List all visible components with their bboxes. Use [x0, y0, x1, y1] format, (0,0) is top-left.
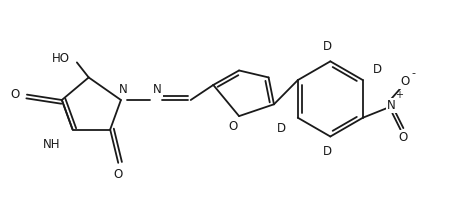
Text: O: O	[400, 75, 409, 88]
Text: +: +	[395, 90, 403, 100]
Text: -: -	[411, 68, 415, 78]
Text: O: O	[11, 88, 20, 101]
Text: O: O	[228, 120, 237, 133]
Text: N: N	[119, 83, 128, 96]
Text: O: O	[399, 131, 408, 144]
Text: NH: NH	[43, 138, 61, 151]
Text: D: D	[373, 63, 383, 76]
Text: HO: HO	[52, 52, 70, 65]
Text: N: N	[153, 83, 162, 96]
Text: D: D	[323, 145, 332, 158]
Text: N: N	[387, 99, 396, 112]
Text: D: D	[277, 122, 286, 135]
Text: D: D	[323, 40, 332, 53]
Text: O: O	[114, 168, 123, 181]
